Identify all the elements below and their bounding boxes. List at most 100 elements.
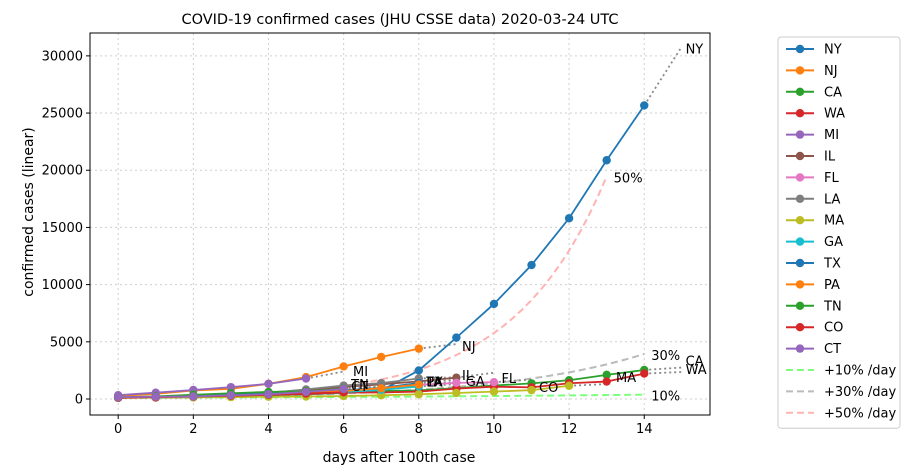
legend-label: CT	[824, 342, 841, 357]
legend-label: WA	[824, 107, 845, 122]
projection-ca	[644, 366, 682, 371]
data-point-wa	[640, 369, 649, 378]
end-label-pa: PA	[426, 375, 442, 390]
reference-line-label: 50%	[614, 171, 643, 186]
end-label-ma: MA	[616, 371, 636, 386]
data-point-ny	[489, 299, 499, 309]
data-point-ma	[452, 388, 461, 398]
legend-marker	[795, 87, 805, 97]
x-tick-label: 8	[415, 422, 423, 437]
legend-marker	[795, 130, 805, 139]
legend-label: PA	[824, 278, 840, 293]
end-label-mi: MI	[353, 365, 368, 380]
legend-label: +50% /day	[824, 406, 897, 421]
x-tick-label: 12	[561, 422, 578, 437]
data-point-ma	[527, 385, 536, 395]
legend-label: +10% /day	[824, 364, 897, 379]
legend-marker	[795, 109, 805, 118]
projection-ga	[418, 383, 457, 388]
data-point-nj	[377, 352, 386, 362]
data-point-nj	[339, 362, 348, 371]
x-tick-label: 2	[189, 422, 197, 437]
data-point-ct	[151, 392, 160, 401]
data-point-ny	[452, 333, 461, 342]
projection-ny	[643, 46, 683, 106]
plot-frame	[89, 32, 711, 416]
projection-ma	[569, 383, 607, 387]
y-tick-label: 25000	[42, 107, 83, 122]
data-point-ma	[489, 387, 499, 396]
legend-marker	[795, 194, 805, 203]
x-tick-label: 0	[114, 422, 122, 437]
projection-ct	[343, 386, 382, 390]
y-tick-label: 5000	[50, 335, 83, 350]
series-line-mi	[118, 377, 307, 397]
y-tick-label: 30000	[42, 49, 83, 64]
legend-label: LA	[824, 192, 841, 207]
end-label-ga: GA	[466, 375, 485, 390]
end-label-il: IL	[462, 369, 474, 384]
reference-line-label: 10%	[651, 390, 680, 405]
legend-marker	[795, 44, 805, 54]
legend-marker	[795, 280, 805, 289]
x-tick-label: 10	[486, 422, 503, 437]
legend-marker	[795, 216, 805, 225]
data-point-ma	[414, 390, 423, 399]
legend-label: NJ	[824, 64, 838, 79]
data-point-ct	[339, 384, 348, 394]
projection-wa	[644, 371, 682, 375]
data-point-mi	[301, 374, 311, 383]
end-label-ca: CA	[686, 355, 704, 370]
x-axis-ticks: 0 2 4 6 8 10 12 14	[114, 415, 653, 437]
data-point-ca	[602, 370, 611, 380]
legend-label: FL	[824, 171, 839, 186]
projection-nj	[418, 343, 457, 350]
data-point-ny	[414, 366, 423, 375]
x-tick-label: 6	[339, 422, 347, 437]
legend-label: TX	[823, 257, 841, 272]
y-axis-label: confirmed cases (linear)	[21, 127, 37, 297]
end-label-la: LA	[426, 375, 443, 390]
data-point-ny	[564, 214, 574, 223]
legend-marker	[795, 151, 805, 161]
data-point-mi	[226, 382, 236, 392]
data-point-ny	[602, 156, 611, 165]
data-point-ny	[527, 260, 536, 270]
data-point-ct	[189, 392, 198, 401]
legend-marker	[795, 323, 805, 332]
legend-marker	[795, 237, 805, 246]
data-point-ct	[113, 392, 123, 402]
data-point-fl	[452, 378, 461, 388]
legend: NY NJ CA WA MI IL FL LA MA GA TX PA TN CO CT +10% /day +…	[777, 36, 901, 429]
y-tick-label: 0	[75, 392, 83, 407]
data-point-ct	[301, 387, 311, 397]
data-point-mi	[264, 379, 273, 388]
y-axis-ticks: 0 5000 10000 15000 20000 25000 30000	[42, 49, 90, 407]
x-tick-label: 14	[636, 422, 653, 437]
data-point-pa	[414, 380, 423, 389]
legend-marker	[795, 66, 805, 75]
projection-fl	[493, 378, 532, 384]
projection-mi	[305, 370, 344, 380]
projection-tx	[418, 378, 457, 384]
legend-label: NY	[824, 43, 842, 58]
chart-title: COVID-19 confirmed cases (JHU CSSE data)…	[181, 12, 618, 28]
reference-line-label: 30%	[651, 349, 680, 364]
series-group	[113, 101, 649, 403]
grid	[90, 33, 710, 415]
data-point-wa	[602, 377, 611, 386]
legend-label: GA	[824, 235, 843, 250]
end-label-ny: NY	[686, 43, 704, 58]
data-point-ma	[564, 381, 574, 390]
x-tick-label: 4	[264, 422, 272, 437]
end-label-wa: WA	[686, 363, 707, 378]
legend-label: TN	[823, 299, 842, 314]
end-label-tx: TX	[425, 375, 443, 390]
legend-label: CO	[824, 321, 843, 336]
x-axis-label: days after 100th case	[323, 450, 476, 466]
data-point-pa	[377, 383, 386, 393]
legend-label: IL	[824, 150, 836, 165]
